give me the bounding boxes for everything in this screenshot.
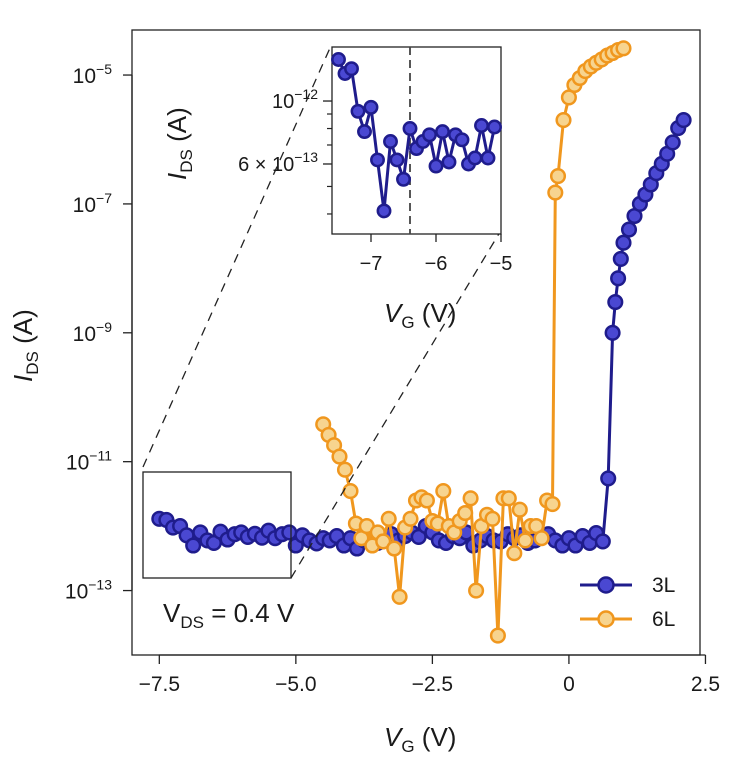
main-point-3l-82 [675, 112, 692, 129]
main-point-6l-13 [386, 540, 403, 557]
main-point-6l-31 [484, 510, 501, 527]
inset-x-tick-label-0: −7 [360, 253, 383, 275]
inset-point-3l-2 [344, 61, 359, 77]
zoom-connector-left [142, 47, 331, 468]
main-point-3l-70 [612, 250, 629, 267]
main-point-3l-38 [410, 528, 427, 545]
inset-x-axis-label: VG (V) [384, 298, 456, 332]
main-point-6l-5 [342, 483, 359, 500]
main-point-6l-12 [380, 510, 397, 527]
main-point-6l-4 [336, 461, 354, 478]
inset-point-3l-21 [467, 150, 483, 166]
legend-marker-6l [597, 610, 615, 628]
inset-x-tick-label-1: −6 [425, 253, 448, 275]
main-y-tick-label-3: 10−11 [66, 448, 112, 475]
main-point-6l-36 [511, 501, 528, 518]
inset-point-3l-14 [422, 127, 437, 143]
inset-point-3l-22 [474, 118, 489, 133]
legend-marker-3l [597, 576, 615, 594]
main-x-tick-label-0: −7.5 [139, 673, 180, 696]
main-point-6l-14 [391, 588, 408, 605]
inset-point-3l-6 [370, 152, 385, 168]
main-point-3l-80 [664, 134, 681, 151]
inset-point-3l-10 [396, 171, 411, 187]
main-point-3l-65 [594, 533, 611, 550]
vds-annotation: VDS = 0.4 V [163, 598, 295, 632]
main-point-3l-72 [620, 221, 638, 238]
main-y-tick-label-1: 10−7 [73, 190, 113, 217]
main-point-3l-5 [185, 537, 202, 554]
main-point-6l-3 [331, 448, 348, 465]
main-x-tick-label-2: −2.5 [412, 673, 453, 696]
inset-point-3l-11 [402, 121, 418, 136]
main-x-tick-label-4: 2.5 [691, 673, 720, 696]
legend-label-3l: 3L [652, 574, 675, 597]
main-x-tick-label-3: 0 [563, 673, 575, 696]
inset-y-tick-label-1: 6 × 10−13 [238, 149, 318, 176]
inset-point-3l-9 [389, 152, 405, 168]
inset-point-3l-4 [357, 124, 372, 140]
inset-point-3l-24 [487, 119, 502, 135]
main-point-6l-22 [435, 483, 452, 500]
inset-point-3l-0 [331, 52, 346, 67]
main-x-axis-label: VG (V) [384, 722, 456, 756]
main-x-tick-label-1: −5.0 [275, 673, 316, 696]
zoom-connector-right [290, 231, 501, 579]
zoom-region-box [142, 471, 292, 579]
main-point-6l-34 [500, 490, 517, 507]
main-point-6l-27 [462, 490, 479, 507]
main-point-6l-56 [615, 40, 632, 57]
main-point-6l-19 [418, 492, 435, 509]
main-point-3l-66 [600, 470, 617, 487]
inset-y-axis-label: IDS (A) [162, 107, 196, 180]
main-point-6l-32 [489, 627, 506, 644]
inset-point-3l-8 [383, 134, 398, 149]
main-point-3l-71 [615, 234, 632, 251]
main-point-6l-43 [547, 184, 564, 201]
main-point-3l-19 [281, 524, 298, 541]
main-point-6l-26 [457, 504, 474, 522]
main-point-3l-69 [610, 270, 627, 287]
main-point-6l-37 [517, 532, 534, 549]
inset-point-3l-15 [428, 158, 444, 174]
inset-point-3l-17 [441, 154, 457, 170]
main-point-6l-44 [549, 168, 567, 185]
inset-point-3l-5 [363, 99, 379, 115]
main-point-6l-42 [544, 496, 561, 513]
main-point-6l-11 [375, 533, 392, 550]
main-y-tick-label-4: 10−13 [65, 577, 112, 604]
main-y-tick-label-2: 10−9 [73, 319, 113, 346]
inset-y-tick-label-0: 10−12 [272, 86, 318, 113]
inset-point-3l-16 [435, 124, 450, 140]
main-y-axis-label: IDS (A) [8, 309, 42, 382]
main-point-6l-40 [533, 530, 550, 547]
inset-point-3l-23 [480, 150, 496, 166]
main-point-6l-35 [506, 545, 523, 562]
legend-label-6l: 6L [652, 608, 675, 631]
inset-point-3l-19 [454, 132, 470, 148]
legend: 3L 6L [580, 574, 675, 631]
inset-point-3l-7 [376, 203, 392, 219]
main-point-6l-28 [468, 582, 485, 599]
main-point-3l-68 [607, 294, 624, 311]
inset-point-3l-3 [350, 103, 366, 119]
main-point-6l-16 [402, 510, 419, 527]
main-point-3l-67 [604, 324, 621, 341]
main-y-tick-label-0: 10−5 [73, 61, 113, 88]
inset-x-tick-label-2: −5 [490, 253, 513, 275]
main-point-6l-45 [555, 112, 572, 129]
